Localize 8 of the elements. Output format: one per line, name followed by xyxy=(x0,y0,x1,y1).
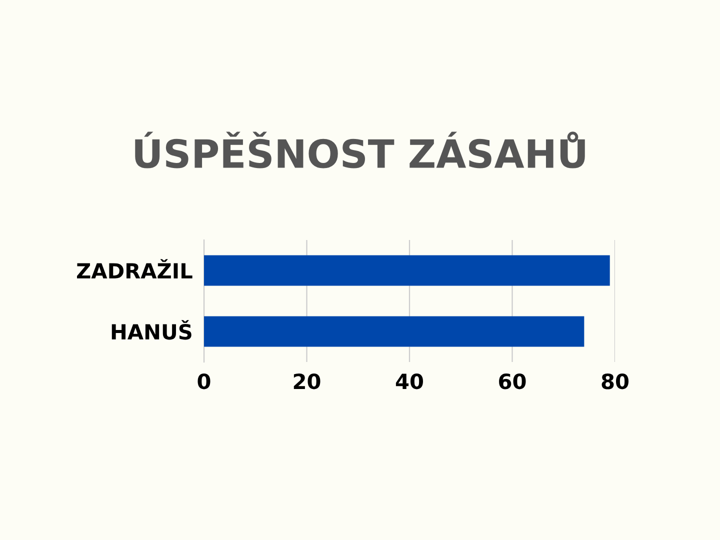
x-tick-label: 20 xyxy=(294,373,320,390)
x-tick-label: 40 xyxy=(396,373,423,390)
x-tick-label: 80 xyxy=(602,373,628,390)
chart-title: ÚSPĚŠNOST ZÁSAHŮ xyxy=(135,132,585,168)
x-tick-label: 0 xyxy=(198,373,210,390)
y-tick-label: ZADRAŽIL xyxy=(77,259,192,278)
y-tick-label: HANUŠ xyxy=(112,320,192,340)
x-tick-label: 60 xyxy=(499,373,526,390)
